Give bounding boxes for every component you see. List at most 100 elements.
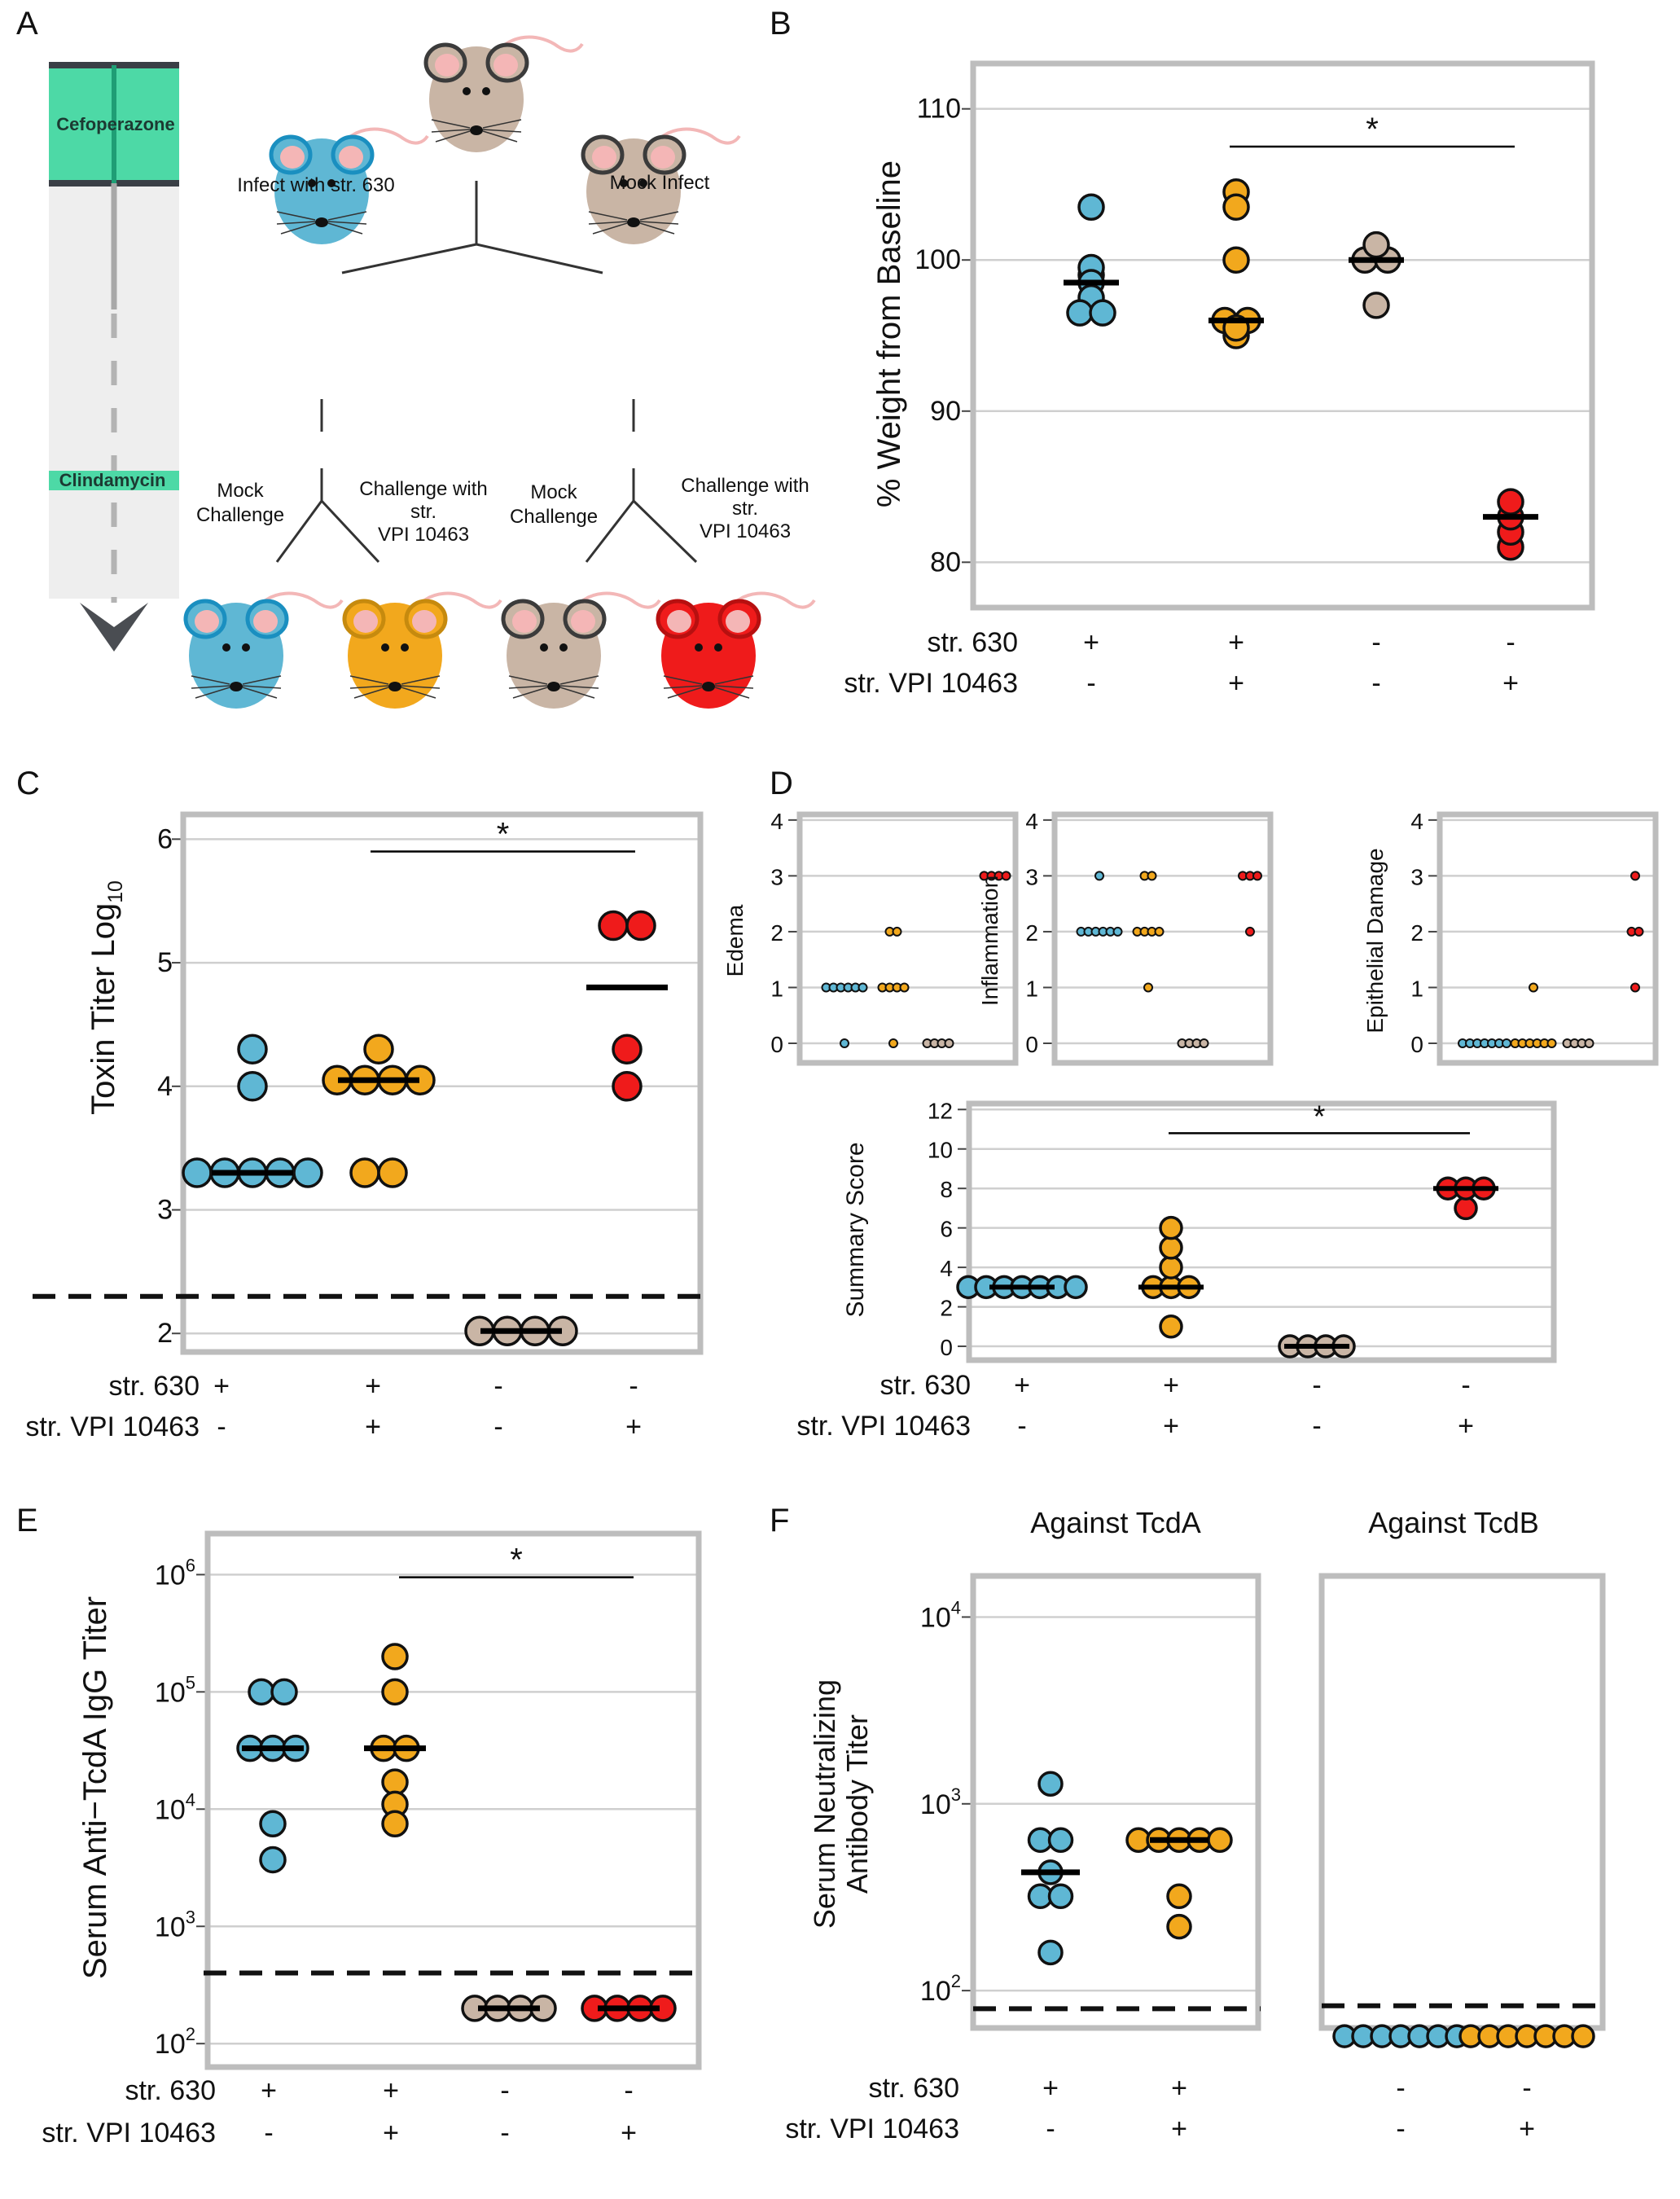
data-point [1166,1913,1192,1940]
y-axis-label-line: Summary Score [842,1142,869,1317]
y-tick-label: 4 [157,1071,173,1102]
mouse-eye [308,179,316,187]
mouse-whisker [714,675,754,685]
y-tick-label: 102 [920,1971,961,2007]
data-point [1047,1883,1074,1910]
data-point [625,910,656,941]
data-point [292,1157,323,1188]
condition-mark-vpi10463: - [1046,2113,1055,2144]
data-point [858,982,868,993]
y-tick-exp: 5 [186,1672,195,1692]
mouse-whisker [663,675,703,685]
condition-mark-vpi10463: + [1502,668,1519,699]
panel-a-tree [275,181,698,564]
data-point [1064,1275,1088,1300]
data-point [381,1643,409,1670]
data-point [1207,1827,1233,1853]
panel-a-mice [183,35,816,709]
mouse-eye [463,87,471,95]
mouse-whiskers [663,675,754,699]
y-tick-label: 4 [1025,809,1038,834]
data-point [888,1038,898,1049]
condition-mark-str630: - [500,2075,509,2106]
data-point [1529,982,1538,993]
mouse-whisker [667,687,703,699]
mouse-whisker [482,119,522,129]
y-axis-label-line: Serum Anti−TcdA IgG Titer [77,1596,113,1979]
mouse-eye [714,643,722,652]
y-tick-label: 6 [940,1217,953,1242]
data-point [1089,299,1116,327]
y-tick-label: 103 [155,1907,195,1942]
panel-letter-f: F [770,1503,789,1538]
mouse-whisker [508,675,548,685]
data-point [1077,193,1105,222]
y-tick-label: 4 [770,809,783,834]
panel-d-histology-charts: 01234Edema01234Inflammation01234Epitheli… [722,809,1659,1442]
y-tick-label: 80 [930,546,961,577]
mouse-whiskers [508,675,599,699]
condition-mark-vpi10463: - [1396,2113,1405,2144]
mouse-nose [547,682,560,691]
timeline-cefoperazone-label: Cefoperazone [56,114,174,134]
condition-mark-vpi10463: - [1017,1411,1026,1442]
condition-label-str630: str. 630 [927,627,1018,658]
mouse-whisker [639,222,675,235]
mouse-ear-inner [280,146,305,169]
mouse-ear-inner [253,610,278,633]
y-tick-label: 102 [155,2024,195,2060]
mouse-whisker [714,685,754,689]
mouse-eye [381,643,389,652]
y-axis-label-line: Inflammation [977,876,1002,1006]
y-tick-label: 3 [770,864,783,889]
y-axis-label-line: Edema [722,904,748,977]
mouse-ear-inner [726,610,750,633]
data-point [1159,1255,1183,1279]
data-point [598,910,629,941]
data-point [381,1810,409,1838]
y-tick-label: 1 [1410,976,1423,1001]
condition-mark-vpi10463: - [264,2118,273,2149]
significance-star: * [510,1543,523,1578]
label-mock-challenge-2-line: Challenge [510,506,598,528]
condition-label-vpi10463: str. VPI 10463 [785,2113,959,2144]
condition-mark-vpi10463: - [1371,668,1380,699]
mouse-icon [183,591,344,709]
mouse-whisker [588,211,628,221]
condition-mark-vpi10463: + [365,1411,381,1442]
y-tick-label: 104 [920,1597,961,1633]
y-tick-label: 0 [940,1335,953,1360]
data-point [1502,1038,1511,1049]
condition-mark-str630: - [629,1371,638,1402]
data-point [270,1678,298,1706]
mouse-whisker [349,675,389,685]
condition-mark-vpi10463: + [621,2118,637,2149]
data-point [363,1034,394,1065]
mouse-ear-inner [412,610,436,633]
y-tick-label: 106 [155,1555,195,1591]
data-point [1166,1883,1192,1910]
mouse-whiskers [191,675,282,699]
data-point [1147,871,1157,881]
condition-mark-vpi10463: + [1171,2113,1187,2144]
mouse-nose [315,217,328,227]
y-axis-label-line: Serum Neutralizing [808,1679,841,1929]
mouse-whisker [280,222,316,235]
mouse-ear-inner [651,146,675,169]
mouse-icon [501,591,661,709]
mouse-ear-inner [592,146,616,169]
plot-frame [796,811,1019,1066]
panel-letter-c: C [16,766,40,801]
data-point [182,1157,213,1188]
label-challenge-2-line: VPI 10463 [700,520,791,542]
condition-mark-str630: - [493,1371,502,1402]
data-point [237,1034,268,1065]
y-tick-base: 10 [155,1677,186,1708]
mouse-ear-inner [512,610,537,633]
mouse-whisker [588,221,628,225]
data-point [1094,871,1104,881]
data-point [1066,299,1094,327]
plot-frame [1318,1573,1606,2031]
y-tick-label: 2 [1410,920,1423,946]
condition-mark-vpi10463: - [493,1411,502,1442]
